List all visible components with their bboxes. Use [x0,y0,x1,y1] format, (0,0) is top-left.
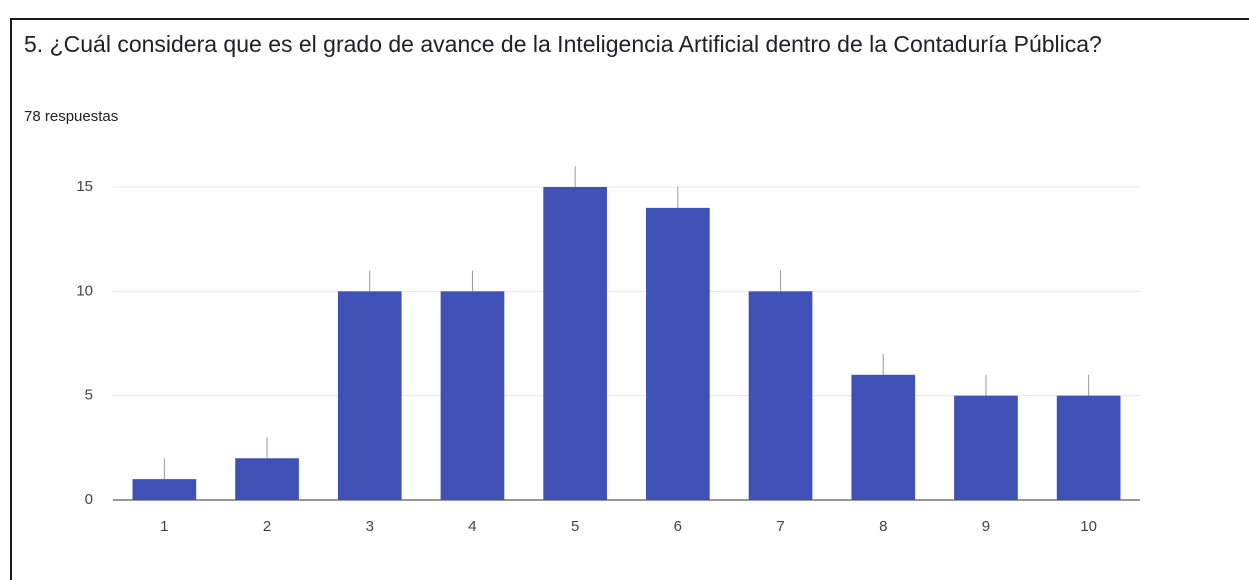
bar [132,479,197,500]
y-tick-label: 15 [76,178,93,195]
x-tick-label: 4 [468,518,476,535]
y-tick-label: 0 [85,491,93,508]
x-tick-label: 2 [263,518,271,535]
chart-title: 5. ¿Cuál considera que es el grado de av… [24,31,1102,57]
x-tick-label: 10 [1080,518,1097,535]
bar [543,187,607,500]
response-count: 78 respuestas [24,108,119,125]
bar [440,291,505,500]
x-tick-label: 6 [674,518,682,535]
bar [851,374,916,500]
y-tick-label: 5 [85,387,93,404]
bar [337,291,402,500]
bar [748,291,813,500]
bar [1056,395,1121,500]
x-tick-label: 8 [879,518,887,535]
x-tick-label: 9 [982,518,990,535]
x-tick-label: 7 [776,518,784,535]
bar [235,458,299,500]
x-tick-label: 5 [571,518,579,535]
x-tick-label: 3 [366,518,374,535]
bar [954,395,1018,500]
bar [646,207,710,500]
y-tick-label: 10 [76,282,93,299]
frame [10,18,1249,580]
x-tick-label: 1 [160,518,168,535]
